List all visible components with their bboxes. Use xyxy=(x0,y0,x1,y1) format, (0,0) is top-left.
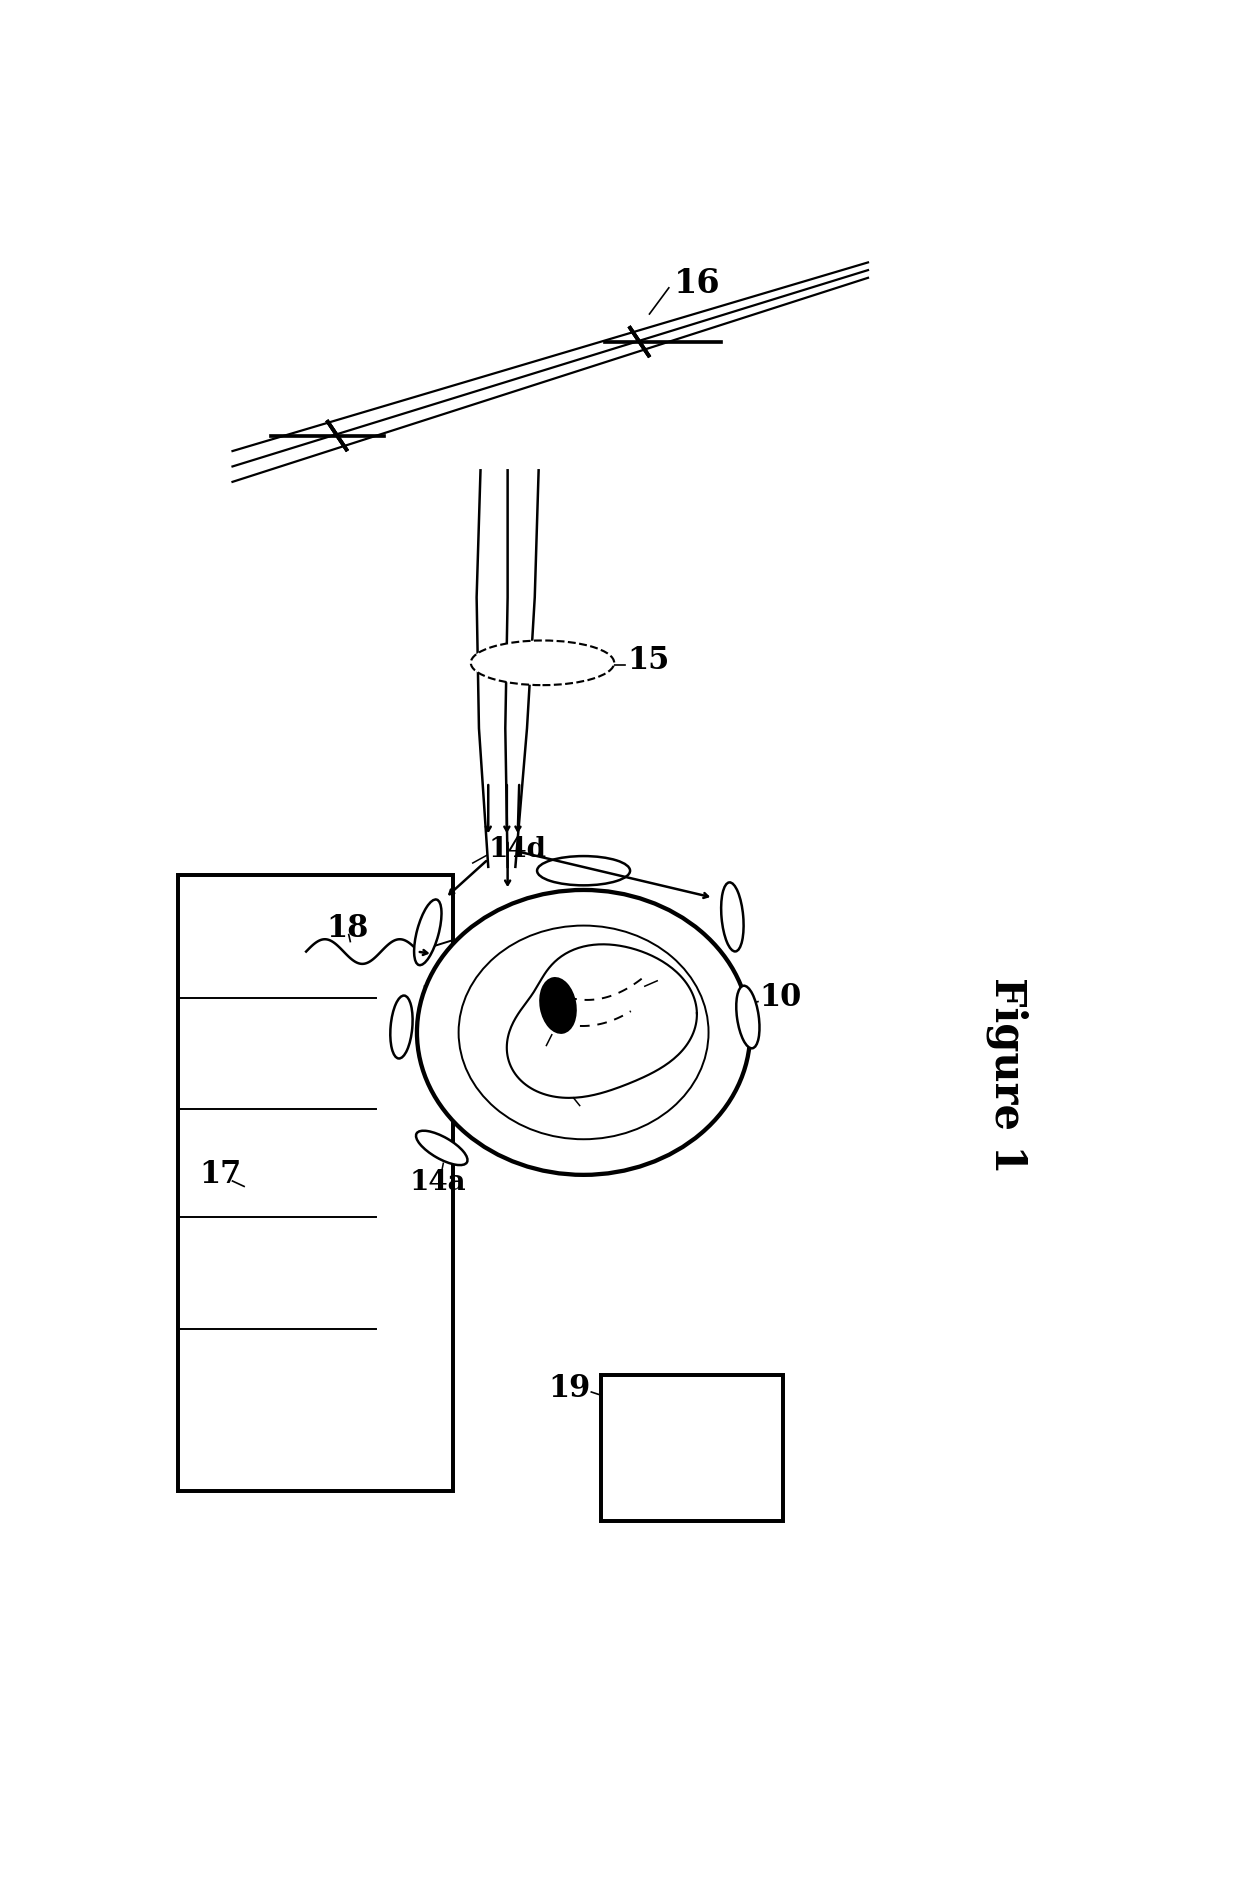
Text: measurement: measurement xyxy=(605,1444,779,1467)
Ellipse shape xyxy=(391,996,413,1059)
Text: device: device xyxy=(651,1482,733,1505)
Text: 15: 15 xyxy=(627,645,670,676)
Text: Figure 1: Figure 1 xyxy=(986,976,1029,1173)
Ellipse shape xyxy=(737,985,759,1048)
Ellipse shape xyxy=(414,900,441,966)
Text: 12: 12 xyxy=(521,1036,559,1063)
Text: 14a: 14a xyxy=(409,1169,466,1196)
Text: MEG: MEG xyxy=(650,1403,733,1433)
Ellipse shape xyxy=(417,890,750,1175)
Ellipse shape xyxy=(471,640,614,685)
Text: 13: 13 xyxy=(658,964,697,993)
Bar xyxy=(179,875,454,1490)
Text: 10: 10 xyxy=(759,983,802,1014)
Text: 16: 16 xyxy=(675,268,720,300)
Ellipse shape xyxy=(541,977,575,1033)
Bar xyxy=(600,1374,782,1522)
Ellipse shape xyxy=(537,856,630,884)
Text: 11: 11 xyxy=(560,1099,599,1126)
Text: 18: 18 xyxy=(326,913,368,943)
Text: 14d: 14d xyxy=(489,837,547,864)
Text: 17: 17 xyxy=(200,1160,242,1190)
Text: 19: 19 xyxy=(548,1374,590,1405)
Ellipse shape xyxy=(415,1131,467,1165)
Ellipse shape xyxy=(722,883,744,951)
